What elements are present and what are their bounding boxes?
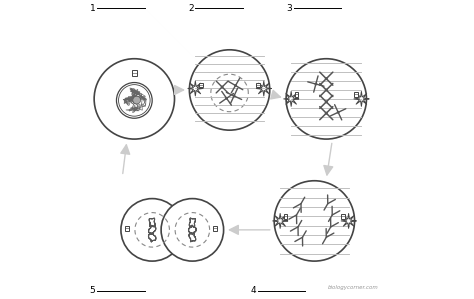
Circle shape — [274, 181, 355, 261]
Circle shape — [315, 83, 317, 85]
Circle shape — [286, 59, 366, 139]
Circle shape — [190, 50, 270, 130]
Text: 2: 2 — [188, 4, 193, 13]
Circle shape — [326, 78, 327, 80]
Circle shape — [326, 89, 327, 91]
Circle shape — [133, 96, 141, 104]
Circle shape — [221, 86, 223, 88]
FancyBboxPatch shape — [341, 214, 345, 219]
Circle shape — [161, 199, 224, 261]
FancyBboxPatch shape — [283, 214, 287, 219]
Circle shape — [326, 101, 327, 103]
FancyBboxPatch shape — [132, 70, 137, 76]
Text: biologycorner.com: biologycorner.com — [328, 285, 378, 290]
Text: 3: 3 — [286, 4, 292, 13]
Text: 4: 4 — [250, 286, 256, 295]
Circle shape — [118, 85, 150, 116]
Text: 5: 5 — [90, 286, 95, 295]
Circle shape — [326, 112, 327, 114]
FancyBboxPatch shape — [125, 226, 129, 231]
Circle shape — [226, 97, 228, 99]
FancyBboxPatch shape — [354, 92, 358, 97]
Text: 1: 1 — [90, 4, 95, 13]
FancyBboxPatch shape — [200, 83, 203, 87]
Circle shape — [233, 95, 235, 97]
FancyBboxPatch shape — [294, 92, 299, 97]
Circle shape — [94, 59, 174, 139]
Circle shape — [121, 199, 183, 261]
FancyBboxPatch shape — [213, 226, 217, 231]
Circle shape — [235, 85, 236, 86]
Circle shape — [117, 83, 152, 118]
Circle shape — [337, 112, 339, 113]
FancyBboxPatch shape — [256, 83, 260, 87]
